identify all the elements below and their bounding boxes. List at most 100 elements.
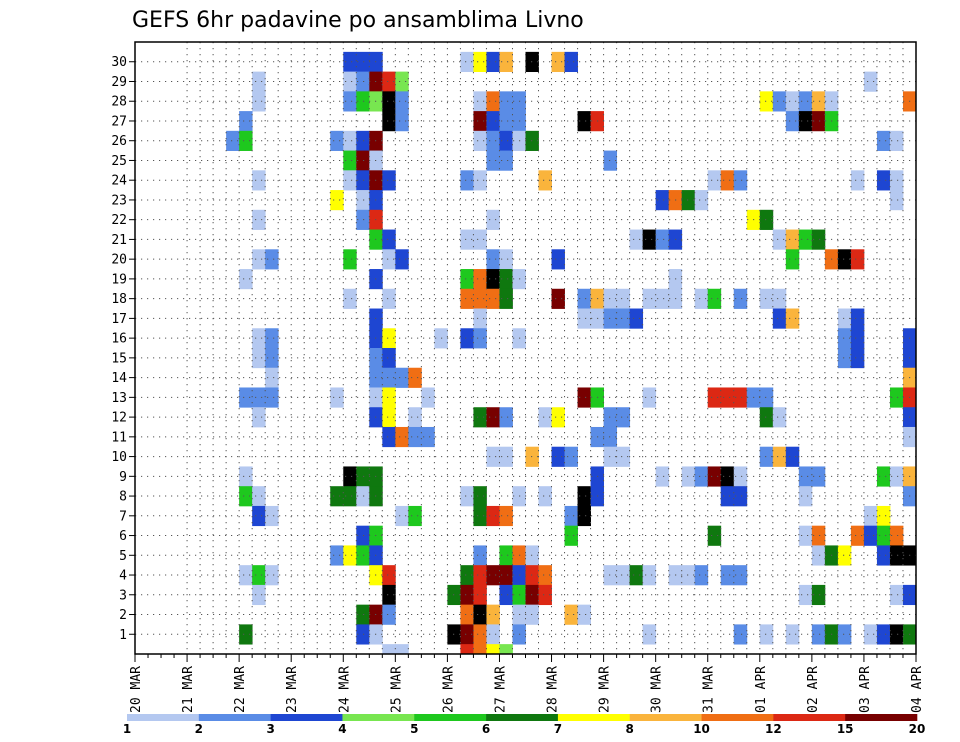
y-tick-label: 12 bbox=[111, 411, 127, 426]
heatmap-cell bbox=[707, 466, 722, 487]
heatmap-cell bbox=[733, 624, 748, 645]
heatmap-cell bbox=[330, 130, 344, 151]
heatmap-cell bbox=[252, 91, 266, 112]
heatmap-cell bbox=[577, 308, 591, 329]
heatmap-cell bbox=[343, 170, 357, 191]
heatmap-cell bbox=[863, 505, 878, 527]
legend-swatch bbox=[414, 714, 487, 721]
heatmap-cell bbox=[889, 190, 904, 211]
heatmap-cell bbox=[837, 348, 852, 369]
heatmap-cell bbox=[837, 545, 852, 566]
heatmap-cell bbox=[551, 446, 565, 467]
legend-swatch bbox=[557, 714, 631, 721]
heatmap-cell bbox=[486, 604, 500, 625]
y-tick-label: 13 bbox=[111, 391, 127, 406]
heatmap-cell bbox=[265, 348, 279, 369]
heatmap-cell bbox=[759, 624, 774, 645]
heatmap-cell bbox=[889, 545, 904, 566]
heatmap-cell bbox=[408, 367, 422, 388]
color-legend: 1 2 3 4 5 6 7 8 10 12 15 20 bbox=[123, 714, 925, 736]
heatmap-cell bbox=[876, 170, 891, 191]
heatmap-cell bbox=[239, 269, 253, 290]
heatmap-cell bbox=[408, 407, 422, 428]
heatmap-cell bbox=[616, 308, 631, 329]
heatmap-cell bbox=[473, 51, 487, 73]
heatmap-cell bbox=[460, 269, 474, 290]
heatmap-cell bbox=[720, 466, 735, 487]
heatmap-cell bbox=[486, 565, 500, 586]
legend-label: 3 bbox=[266, 722, 274, 736]
heatmap-cell bbox=[785, 624, 800, 645]
heatmap-cell bbox=[798, 584, 813, 606]
heatmap-cell bbox=[733, 486, 748, 507]
heatmap-cell bbox=[811, 525, 826, 546]
x-tick-label: 23 MAR bbox=[285, 666, 300, 713]
heatmap-cell bbox=[356, 130, 370, 151]
heatmap-cell bbox=[382, 71, 396, 92]
heatmap-cell bbox=[486, 51, 500, 73]
y-axis: 1234567891011121314151617181920212223242… bbox=[111, 55, 135, 643]
heatmap-cell bbox=[603, 150, 618, 171]
heatmap-cell bbox=[525, 446, 539, 467]
heatmap-cell bbox=[356, 170, 370, 191]
heatmap-cell bbox=[499, 249, 513, 270]
heatmap-cell bbox=[785, 308, 800, 329]
heatmap-cell bbox=[759, 209, 774, 230]
heatmap-cell bbox=[577, 111, 591, 132]
heatmap-cell bbox=[889, 525, 904, 546]
x-tick-label: 24 MAR bbox=[337, 666, 352, 713]
legend-label: 4 bbox=[338, 722, 346, 736]
heatmap-cell bbox=[382, 407, 396, 428]
heatmap-cell bbox=[499, 584, 513, 606]
heatmap-cell bbox=[252, 505, 266, 527]
heatmap-cell bbox=[460, 170, 474, 191]
heatmap-cell bbox=[356, 51, 370, 73]
heatmap-cell bbox=[876, 545, 891, 566]
x-tick-label: 25 MAR bbox=[389, 666, 404, 713]
heatmap-cell bbox=[473, 407, 487, 428]
heatmap-cell bbox=[811, 466, 826, 487]
heatmap-cell bbox=[265, 505, 279, 527]
y-tick-label: 23 bbox=[111, 193, 127, 208]
heatmap-cell bbox=[616, 288, 631, 309]
y-tick-label: 9 bbox=[119, 470, 127, 485]
heatmap-cell bbox=[564, 51, 578, 73]
heatmap-cell bbox=[798, 91, 813, 112]
heatmap-cell bbox=[876, 624, 891, 645]
heatmap-cell bbox=[252, 486, 266, 507]
heatmap-cell bbox=[876, 130, 891, 151]
x-axis: 20 MAR 21 MAR 22 MAR 23 MAR 24 MAR 25 MAR 26 M… bbox=[129, 654, 925, 713]
heatmap-cell bbox=[265, 367, 279, 388]
heatmap-cell bbox=[473, 584, 487, 606]
legend-swatch bbox=[270, 714, 343, 721]
x-tick-label: 03 APR bbox=[858, 666, 873, 713]
heatmap-cell bbox=[343, 249, 357, 270]
heatmap-cell bbox=[486, 446, 500, 467]
heatmap-cell bbox=[603, 407, 618, 428]
heatmap-cell bbox=[473, 486, 487, 507]
heatmap-cell bbox=[395, 426, 409, 448]
y-tick-label: 29 bbox=[111, 75, 127, 90]
heatmap-cell bbox=[759, 446, 774, 467]
x-tick-label: 21 MAR bbox=[181, 666, 196, 713]
heatmap-cell bbox=[460, 565, 474, 586]
heatmap-cell bbox=[733, 565, 748, 586]
heatmap-cell bbox=[538, 584, 552, 606]
heatmap-cell bbox=[850, 348, 865, 369]
heatmap-cell bbox=[395, 91, 409, 112]
heatmap-cell bbox=[382, 367, 396, 388]
heatmap-cell bbox=[655, 190, 670, 211]
heatmap-cell bbox=[759, 407, 774, 428]
heatmap-cell bbox=[889, 387, 904, 408]
heatmap-cell bbox=[382, 426, 396, 448]
y-tick-label: 19 bbox=[111, 272, 127, 287]
heatmap-cell bbox=[499, 505, 513, 527]
heatmap-cell bbox=[239, 565, 253, 586]
heatmap-cell bbox=[356, 190, 370, 211]
y-tick-label: 26 bbox=[111, 134, 127, 149]
heatmap-cell bbox=[252, 209, 266, 230]
heatmap-cell bbox=[382, 249, 396, 270]
y-tick-label: 7 bbox=[119, 509, 127, 524]
heatmap-cell bbox=[564, 604, 578, 625]
legend-label: 15 bbox=[837, 722, 854, 736]
